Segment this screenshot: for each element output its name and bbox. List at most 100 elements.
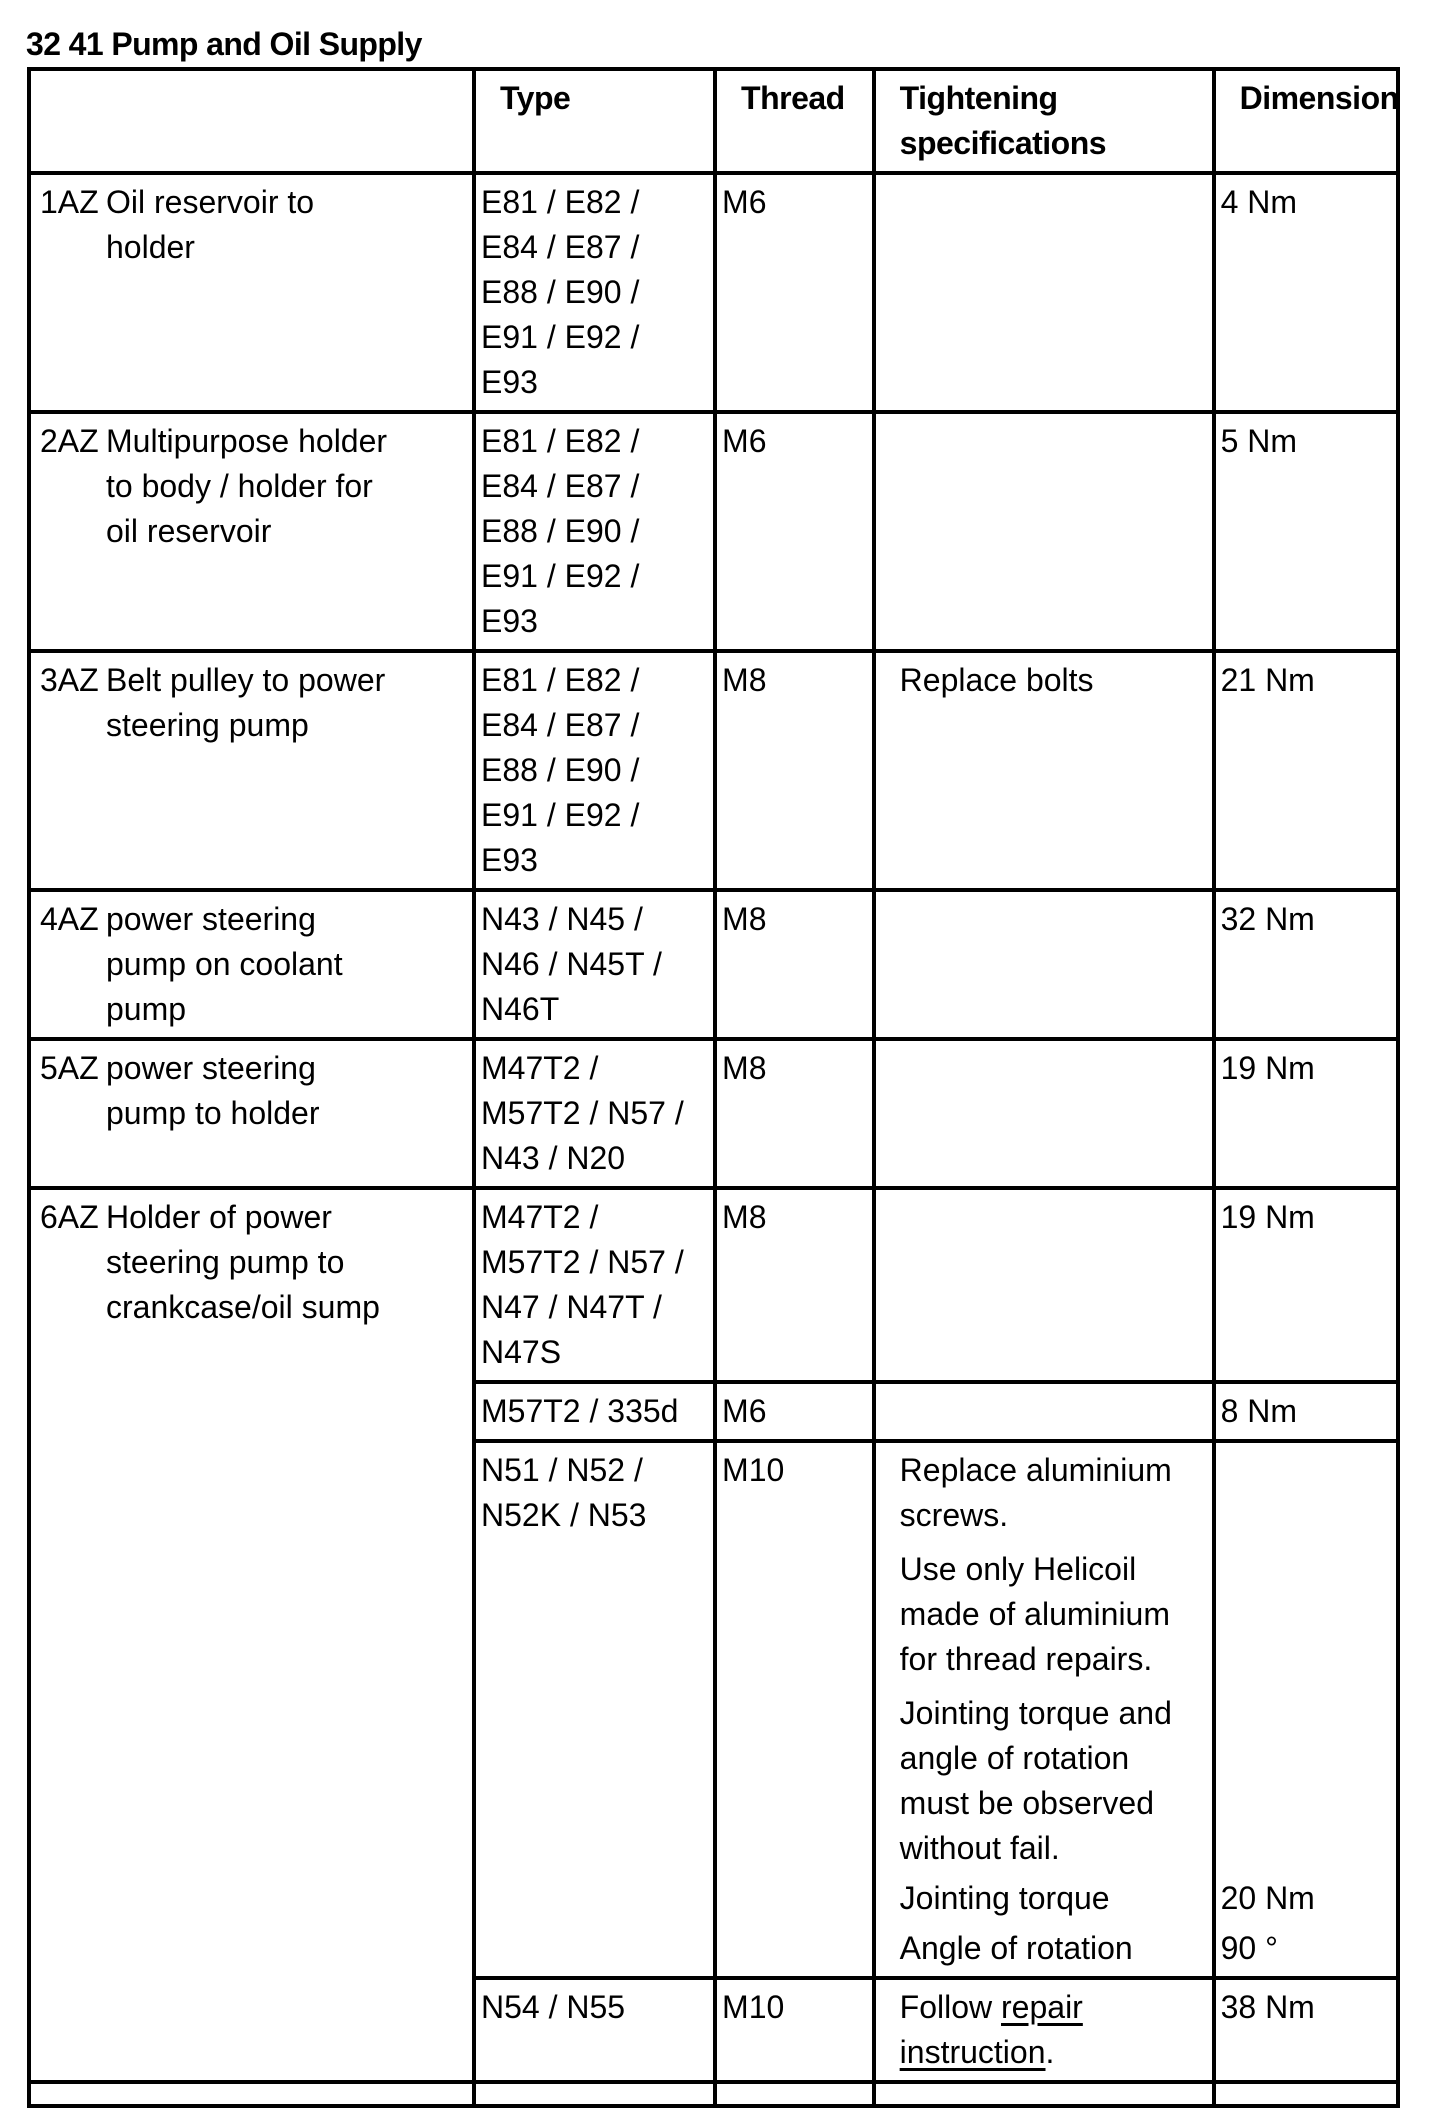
type-line: M57T2 / 335d	[481, 1393, 679, 1429]
type-line: E93	[481, 364, 538, 400]
spec-line: Follow repair	[900, 1985, 1207, 2030]
spec-line: Replace aluminium	[899, 1452, 1172, 1488]
item-description: Oil reservoir to holder	[106, 180, 467, 270]
table-row: 6AZ Holder of power steering pump to crankc…	[27, 1186, 1401, 2084]
table-row: 5AZ power steering pump to holder M47T2 / M5…	[27, 1037, 1401, 1190]
spec-cell: Follow repair instruction.	[871, 1976, 1216, 2084]
header-type: Type	[471, 67, 718, 175]
dimension-value: 19 Nm	[1220, 1050, 1315, 1086]
spec-line: Jointing torque	[899, 1880, 1110, 1916]
item-id: 5AZ	[40, 1050, 99, 1086]
spec-text: .	[1045, 2034, 1055, 2070]
spec-line: screws.	[899, 1497, 1009, 1533]
type-line: E84 / E87 /	[481, 468, 640, 504]
dimension-cell: 19 Nm	[1211, 1037, 1401, 1190]
type-line: N43 / N45 /	[481, 901, 643, 937]
dimension-cell: 5 Nm	[1211, 410, 1401, 653]
type-line: E81 / E82 /	[481, 662, 640, 698]
spec-line: made of aluminium	[899, 1596, 1170, 1632]
spec-line: instruction.	[900, 2030, 1207, 2075]
item-description: Belt pulley to power steering pump	[106, 658, 467, 748]
thread-cell: M10	[713, 1976, 876, 2084]
spec-line: Use only Helicoil	[899, 1551, 1137, 1587]
item-description: Multipurpose holder to body / holder for o…	[106, 419, 467, 554]
type-line: M47T2 /	[481, 1199, 599, 1235]
table-subrow: N51 / N52 / N52K / N53 M10 Replace aluminiu…	[29, 1439, 1401, 1980]
type-line: N43 / N20	[481, 1140, 626, 1176]
spec-paragraph: Use only Helicoil made of aluminium for th…	[900, 1547, 1207, 1682]
type-cell: M47T2 / M57T2 / N57 / N47 / N47T / N47S	[471, 1186, 718, 1384]
empty-cell	[871, 2080, 1216, 2108]
type-cell: M47T2 / M57T2 / N57 / N43 / N20	[471, 1037, 718, 1190]
spec-line: must be observed	[899, 1785, 1155, 1821]
spec-cell	[871, 1037, 1216, 1190]
type-line: E88 / E90 /	[481, 752, 640, 788]
type-cell: E81 / E82 / E84 / E87 / E88 / E90 / E91 / E…	[471, 171, 718, 414]
table-row: 3AZ Belt pulley to power steering pump E81 …	[27, 649, 1401, 892]
description-line: Belt pulley to power	[106, 662, 386, 698]
dimension-value: 32 Nm	[1220, 901, 1315, 937]
empty-cell	[1211, 2080, 1401, 2108]
spec-cell	[871, 1186, 1216, 1384]
type-line: E93	[481, 842, 538, 878]
spec-line: Jointing torque and	[899, 1695, 1172, 1731]
description-line: oil reservoir	[106, 513, 272, 549]
repair-instruction-link[interactable]: instruction	[899, 2034, 1046, 2070]
dimension-value: 19 Nm	[1220, 1199, 1315, 1235]
page-title: 32 41 Pump and Oil Supply	[26, 26, 422, 62]
dimension-value: 38 Nm	[1220, 1989, 1315, 2025]
item-id: 3AZ	[40, 662, 99, 698]
dimension-cell: 8 Nm	[1211, 1380, 1401, 1443]
item-cell: 1AZ Oil reservoir to holder	[27, 171, 476, 414]
item-id: 1AZ	[40, 184, 99, 220]
item-description: Holder of power steering pump to crankcase…	[106, 1195, 467, 1330]
spec-paragraph: Replace aluminium screws.	[900, 1448, 1207, 1538]
dimension-value: 90 °	[1220, 1930, 1278, 1966]
type-line: E88 / E90 /	[481, 513, 640, 549]
type-line: N51 / N52 /	[481, 1452, 643, 1488]
type-line: N52K / N53	[481, 1497, 647, 1533]
table-row: 2AZ Multipurpose holder to body / holder f…	[27, 410, 1401, 653]
repair-instruction-link[interactable]: repair	[1001, 1989, 1083, 2025]
description-line: pump	[106, 991, 187, 1027]
description-line: holder	[106, 229, 195, 265]
type-cell: N51 / N52 / N52K / N53	[471, 1439, 718, 1980]
dimension-value: 4 Nm	[1220, 184, 1298, 220]
description-line: Oil reservoir to	[106, 184, 315, 220]
spec-text: Follow	[899, 1989, 1002, 2025]
spec-cell	[871, 171, 1216, 414]
spec-cell: Replace bolts	[871, 649, 1216, 892]
type-line: E91 / E92 /	[481, 319, 640, 355]
header-dimension: Dimension	[1211, 67, 1401, 175]
spec-cell	[871, 888, 1216, 1041]
dimension-cell: 32 Nm	[1211, 888, 1401, 1041]
spec-line: for thread repairs.	[899, 1641, 1153, 1677]
thread-cell: M6	[713, 171, 876, 414]
header-tightening-line: specifications	[899, 125, 1107, 161]
spec-paragraph: Angle of rotation	[900, 1926, 1207, 1971]
thread-cell: M8	[713, 649, 876, 892]
item-cell: 5AZ power steering pump to holder	[27, 1037, 476, 1190]
dimension-value: 20 Nm	[1220, 1880, 1315, 1916]
description-line: Multipurpose holder	[106, 423, 388, 459]
spec-paragraph: Jointing torque	[900, 1876, 1207, 1921]
description-line: power steering	[106, 1050, 316, 1086]
empty-cell	[27, 2080, 476, 2108]
description-line: pump to holder	[106, 1095, 320, 1131]
spec-cell	[871, 1380, 1216, 1443]
dimension-cell: 20 Nm 90 °	[1211, 1439, 1401, 1980]
table-subrow: M57T2 / 335d M6 8 Nm	[29, 1380, 1401, 1443]
item-cell: 3AZ Belt pulley to power steering pump	[27, 649, 476, 892]
type-line: E84 / E87 /	[481, 707, 640, 743]
header-item	[27, 67, 476, 175]
type-line: N47S	[481, 1334, 562, 1370]
spec-cell	[871, 410, 1216, 653]
type-cell: E81 / E82 / E84 / E87 / E88 / E90 / E91 / E…	[471, 410, 718, 653]
thread-cell: M10	[713, 1439, 876, 1980]
type-line: N46T	[481, 991, 560, 1027]
dimension-cell: 19 Nm	[1211, 1186, 1401, 1384]
description-line: pump on coolant	[106, 946, 343, 982]
item-cell: 2AZ Multipurpose holder to body / holder f…	[27, 410, 476, 653]
thread-cell: M8	[713, 888, 876, 1041]
type-line: M57T2 / N57 /	[481, 1095, 684, 1131]
